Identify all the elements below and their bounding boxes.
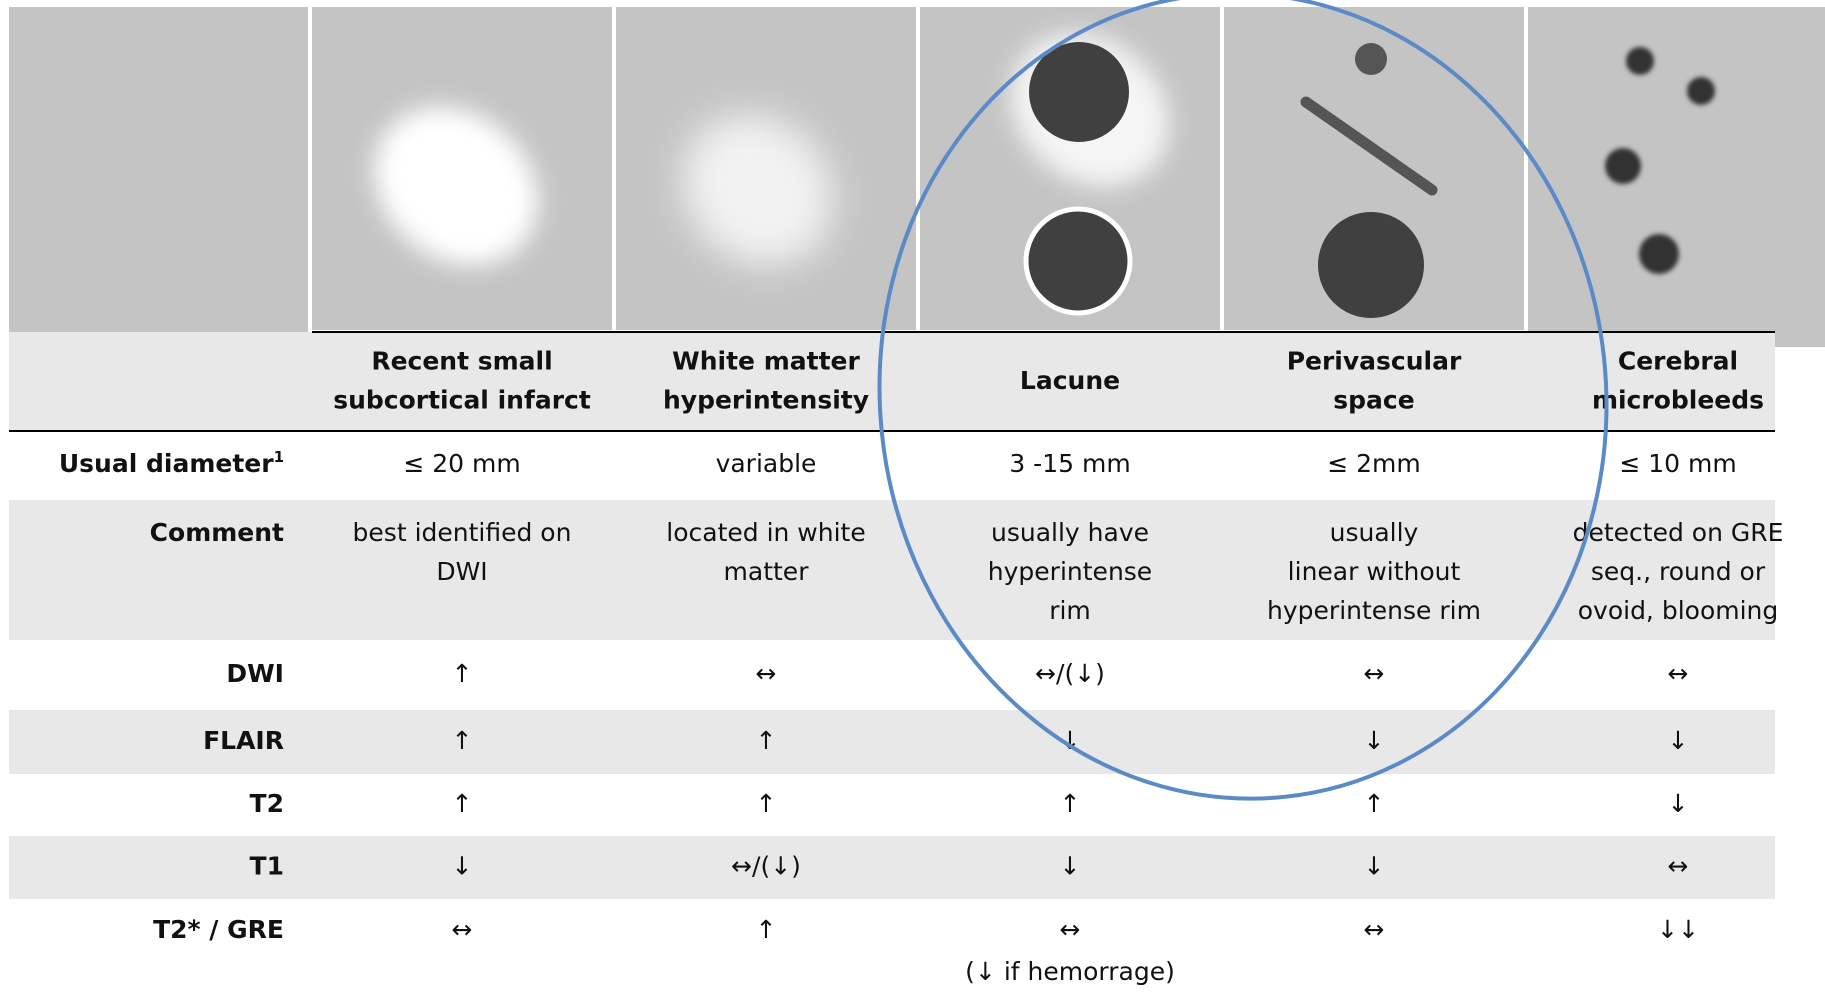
- column-header: subcortical infarct: [333, 386, 591, 415]
- label-text: DWI: [226, 659, 284, 688]
- label-text: T1: [250, 852, 284, 881]
- cell-text: ↔: [1364, 659, 1385, 688]
- cell-text: hyperintense rim: [1267, 596, 1481, 625]
- cell-text: ≤ 20 mm: [403, 449, 520, 478]
- panel: [1528, 7, 1825, 347]
- lacune-rim: [1026, 209, 1130, 313]
- cell-text: detected on GRE: [1573, 518, 1784, 547]
- cell-text: ovoid, blooming: [1578, 596, 1779, 625]
- row-label: T1: [250, 852, 284, 881]
- cell-text: ↔: [1364, 915, 1385, 944]
- cell-text: ↔: [452, 915, 473, 944]
- table: Recent small subcortical infarct White mat…: [9, 332, 1783, 986]
- cell-text: ↑: [1364, 789, 1385, 818]
- lacune: [1029, 42, 1129, 142]
- cell-text: ↑: [452, 659, 473, 688]
- cell-text: DWI: [436, 557, 487, 586]
- row-label: T2: [250, 789, 284, 818]
- microbleed: [1605, 148, 1641, 184]
- column-header: Perivascular: [1287, 347, 1462, 376]
- cell-text: ≤ 10 mm: [1619, 449, 1736, 478]
- pvs-dot: [1355, 43, 1387, 75]
- cell-text: ↑: [756, 789, 777, 818]
- cell-text: ↔/(↓): [1035, 659, 1105, 688]
- cell-text: seq., round or: [1591, 557, 1766, 586]
- cell-text: ↓: [452, 852, 473, 881]
- blank-panel: [9, 7, 308, 347]
- column-header: White matter: [672, 347, 860, 376]
- figure: Recent small subcortical infarct White mat…: [0, 0, 1825, 994]
- cell-text: best identified on: [353, 518, 572, 547]
- microbleed: [1687, 77, 1715, 105]
- column-header: microbleeds: [1592, 386, 1764, 415]
- cell-text: ↔: [1668, 852, 1689, 881]
- cell-text: ↓: [1364, 726, 1385, 755]
- cell-text: ↓: [1364, 852, 1385, 881]
- cell-text: usually: [1330, 518, 1419, 547]
- column-header: hyperintensity: [663, 386, 869, 415]
- column-header: Recent small: [371, 347, 552, 376]
- label-text: T2: [250, 789, 284, 818]
- cell-text: ↔: [1668, 659, 1689, 688]
- label-text: T2* / GRE: [153, 915, 284, 944]
- column-header: space: [1333, 386, 1414, 415]
- microbleed: [1639, 234, 1679, 274]
- cell-text: ↑: [756, 726, 777, 755]
- cell-text: ↓: [1060, 852, 1081, 881]
- cell-text: rim: [1049, 596, 1091, 625]
- images: [9, 2, 1825, 347]
- cell-text: ↔/(↓): [731, 852, 801, 881]
- cell-text: ↓: [1668, 726, 1689, 755]
- row-label: Comment: [150, 518, 284, 547]
- column-header: Cerebral: [1618, 347, 1738, 376]
- label-text: Usual diameter: [59, 449, 274, 478]
- pvs-circle: [1318, 212, 1424, 318]
- row-label: DWI: [226, 659, 284, 688]
- cell-text: linear without: [1288, 557, 1461, 586]
- row-label: Usual diameter1: [59, 448, 284, 479]
- cell-text: ↑: [452, 789, 473, 818]
- cell-text: matter: [724, 557, 810, 586]
- cell-text: usually have: [991, 518, 1149, 547]
- cell-text: ↓: [1668, 789, 1689, 818]
- cell-text: ↑: [452, 726, 473, 755]
- column-header: Lacune: [1020, 366, 1120, 395]
- header-bg: [9, 332, 1775, 431]
- label-text: FLAIR: [203, 726, 284, 755]
- cell-text: located in white: [666, 518, 865, 547]
- cell-text: ↑: [1060, 789, 1081, 818]
- microbleed: [1626, 47, 1654, 75]
- cell-text: variable: [716, 449, 817, 478]
- row-label: T2* / GRE: [153, 915, 284, 944]
- cell-text: ↔: [756, 659, 777, 688]
- cell-text: ↑: [756, 915, 777, 944]
- cell-text: ↓↓: [1657, 915, 1699, 944]
- cell-text: ≤ 2mm: [1327, 449, 1421, 478]
- superscript: 1: [274, 448, 284, 466]
- cell-text: 3 -15 mm: [1009, 449, 1130, 478]
- label-text: Comment: [150, 518, 284, 547]
- cell-text: hyperintense: [988, 557, 1152, 586]
- cell-text: (↓ if hemorrage): [965, 957, 1175, 986]
- row-label: FLAIR: [203, 726, 284, 755]
- cell-text: ↔: [1060, 915, 1081, 944]
